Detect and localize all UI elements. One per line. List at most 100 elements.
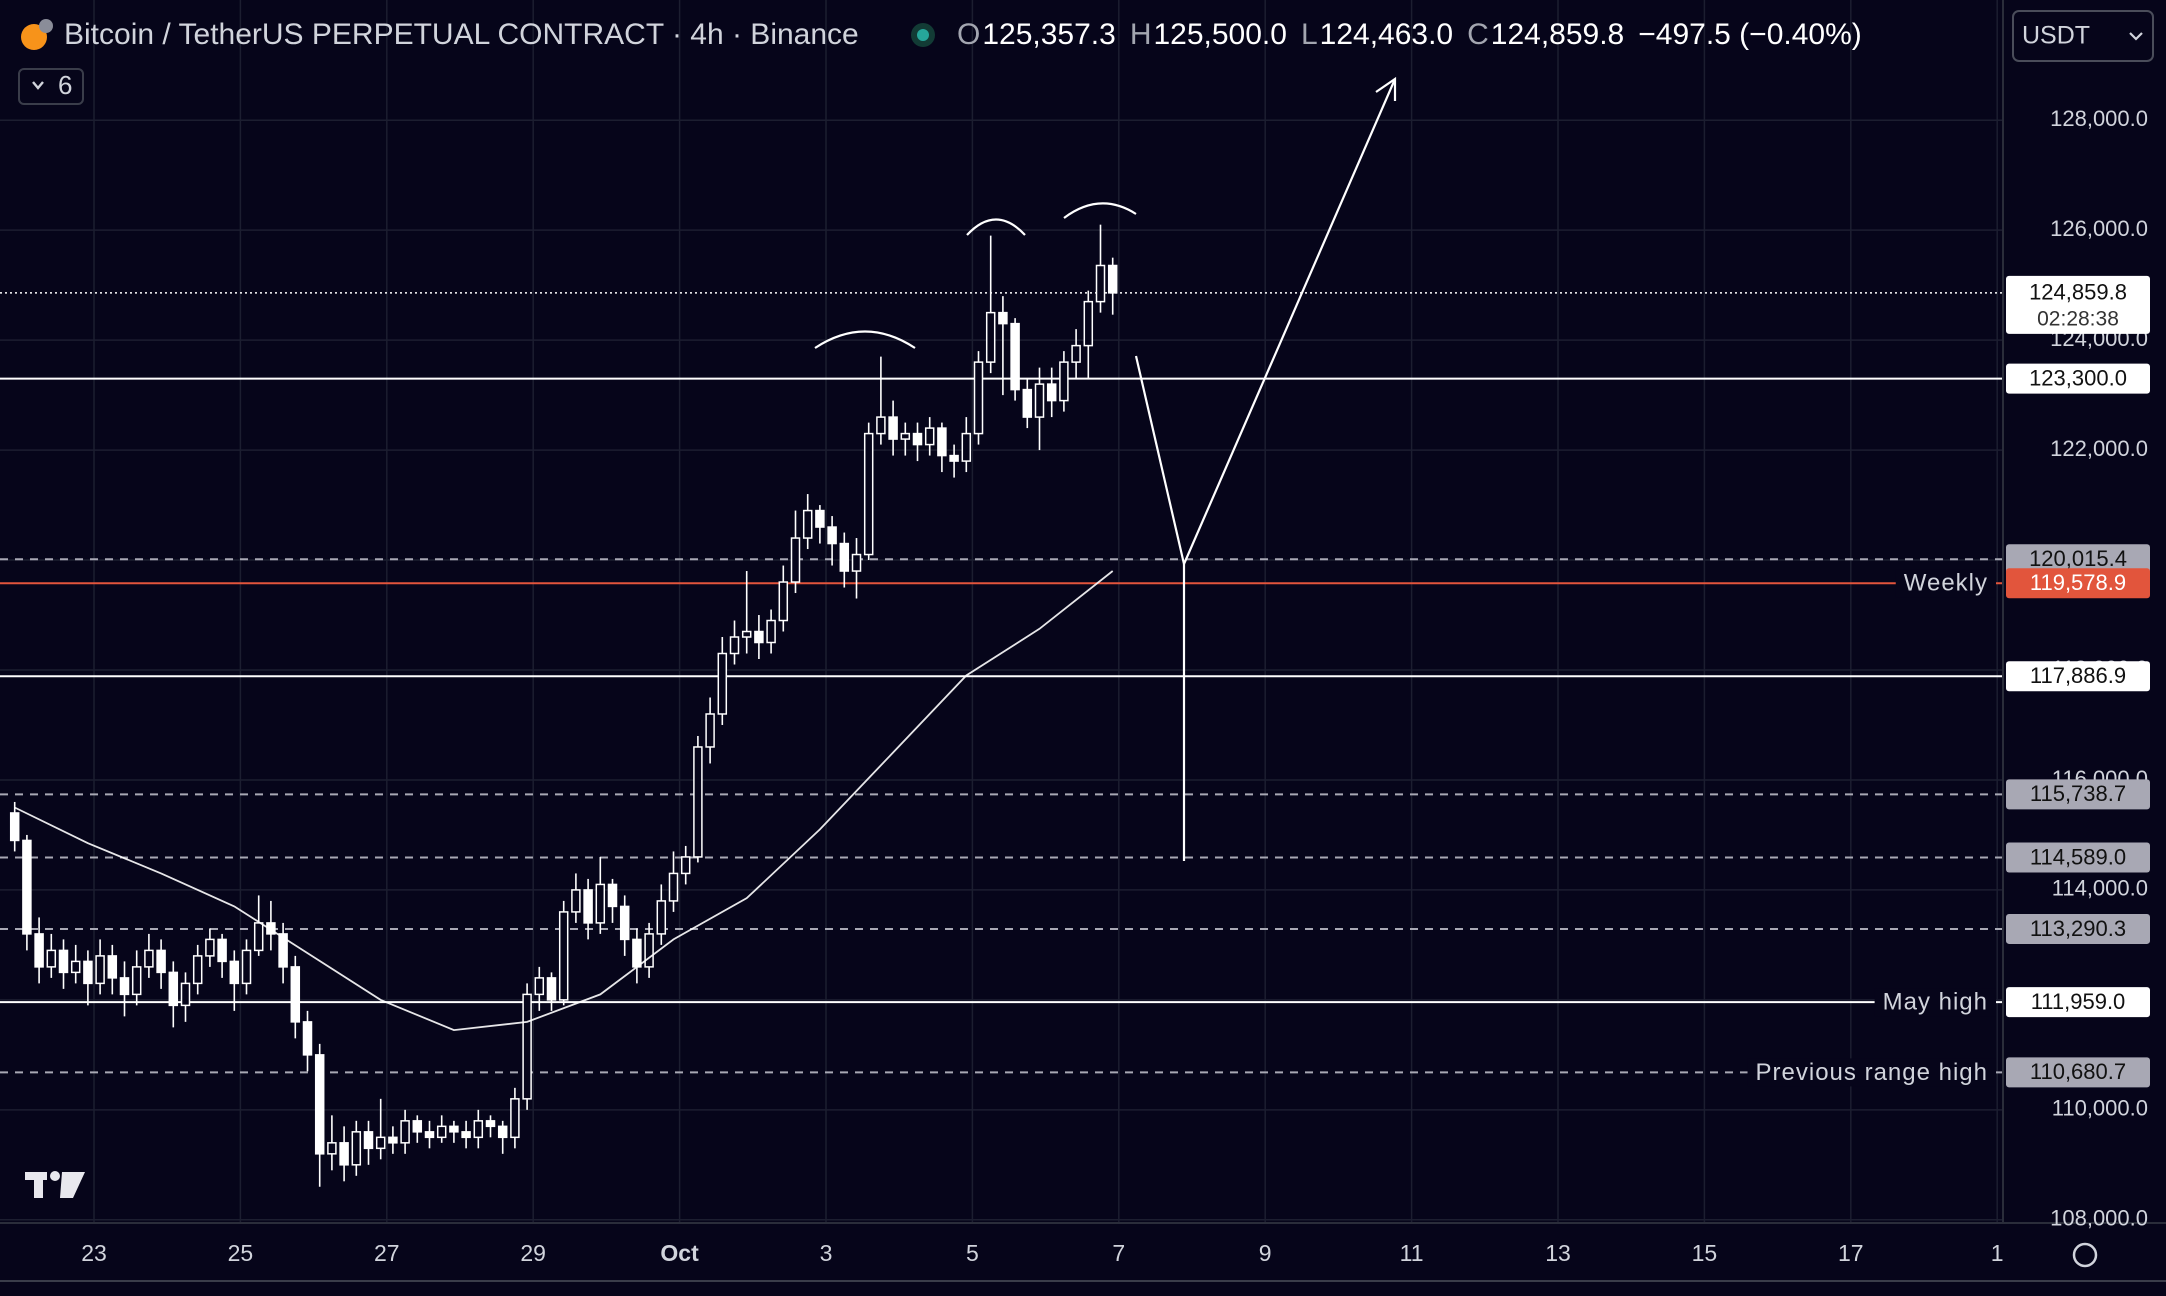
candle-body	[131, 966, 142, 996]
candle-body	[644, 933, 654, 968]
candle-body	[949, 454, 959, 462]
candle-body	[741, 630, 752, 638]
candle-body	[107, 955, 118, 979]
last-price-tag-bg	[2006, 275, 2150, 334]
logo-part	[50, 1171, 60, 1181]
candle-body	[912, 432, 923, 446]
candle-body	[680, 856, 691, 875]
x-tick-label: 5	[966, 1240, 979, 1266]
candle-body	[888, 416, 898, 440]
x-tick-label: 23	[81, 1240, 107, 1266]
candle-body	[70, 960, 81, 974]
exchange-icon	[39, 19, 53, 33]
candle-body	[9, 812, 20, 842]
candle-body	[217, 938, 227, 963]
price-tag-bg	[2006, 842, 2150, 873]
candle-body	[436, 1125, 447, 1139]
candle-body	[314, 1054, 325, 1155]
candle-body	[924, 427, 935, 446]
candle-body	[522, 993, 532, 1100]
level-notes: Weekly May high Previous range high	[1747, 569, 1996, 1087]
candle-body	[729, 636, 740, 655]
price-tag-bg	[2006, 544, 2150, 575]
tradingview-logo	[25, 1171, 85, 1198]
y-tick-label: 122,000.0	[2050, 436, 2148, 461]
candle-body	[851, 553, 862, 572]
candle-body	[1034, 383, 1045, 418]
x-tick-label: Oct	[660, 1240, 699, 1266]
candle-body	[412, 1120, 423, 1133]
candle-body	[400, 1120, 410, 1144]
candle-body	[790, 537, 801, 583]
candle-body	[778, 581, 789, 622]
price-tag-bg	[2006, 1057, 2150, 1088]
countdown: 02:28:38	[2037, 307, 2119, 330]
currency-label: USDT	[2022, 22, 2090, 50]
price-tag-label: 117,886.9	[2030, 663, 2126, 688]
candle-body	[1010, 322, 1020, 391]
x-tick-label: 11	[1400, 1240, 1424, 1266]
price-tag-bg	[2006, 987, 2150, 1018]
candle-body	[583, 889, 593, 924]
indicators-toggle[interactable]	[18, 68, 84, 105]
candle-body	[534, 977, 545, 996]
currency-dropdown[interactable]	[2012, 10, 2154, 62]
grid	[0, 0, 2003, 1223]
y-tick-label: 126,000.0	[2050, 216, 2148, 241]
price-tag-bg	[2006, 661, 2150, 692]
candle-body	[937, 427, 947, 457]
candle-body	[473, 1120, 484, 1139]
ohlc-key: L	[1301, 18, 1318, 51]
candle-body	[192, 955, 203, 985]
candle-body	[876, 416, 886, 435]
ohlc-key: C	[1467, 18, 1489, 51]
candle-body	[449, 1125, 459, 1133]
candle-body	[985, 311, 996, 363]
candle-body	[58, 949, 69, 974]
price-tag-label: 110,680.7	[2030, 1059, 2126, 1084]
drawing-arc	[1063, 202, 1137, 219]
candle-body	[973, 361, 984, 435]
candle-body	[998, 311, 1008, 325]
level-note: Weekly	[1904, 570, 1988, 597]
price-tag-label: 115,738.7	[2030, 781, 2126, 806]
coin-icon	[21, 24, 47, 50]
candle-body	[339, 1142, 349, 1166]
candle-body	[168, 971, 179, 1007]
candle-body	[815, 509, 825, 528]
candle-body	[961, 432, 972, 462]
price-tag-bg	[2006, 568, 2150, 599]
ohlc-value: 124,463.0	[1320, 18, 1453, 51]
price-tag-label: 111,959.0	[2031, 989, 2126, 1014]
candle-body	[46, 949, 57, 968]
x-tick-label: 15	[1692, 1240, 1718, 1266]
candle-body	[619, 905, 630, 941]
x-tick-label: 29	[520, 1240, 546, 1266]
level-note: May high	[1883, 988, 1988, 1015]
chevron-icon	[32, 81, 44, 90]
candle-body	[119, 977, 130, 996]
candle-body	[156, 949, 166, 974]
ohlc-values: O125,357.3 H125,500.0 L124,463.0 C124,859.8…	[957, 18, 1862, 51]
status-dot	[917, 29, 929, 41]
candle-body	[485, 1120, 496, 1128]
candle-body	[1071, 344, 1081, 363]
drawing-arc	[966, 218, 1026, 236]
candle-body	[34, 933, 44, 968]
y-tick-label: 108,000.0	[2050, 1206, 2148, 1231]
y-tick-label: 114,000.0	[2052, 876, 2148, 901]
candle-body	[717, 652, 728, 715]
level-note-bg	[1874, 988, 1996, 1017]
candle-body	[388, 1136, 398, 1144]
price-tag-bg	[2006, 913, 2150, 944]
candle-body	[497, 1125, 508, 1139]
settings-icon[interactable]	[2072, 1242, 2098, 1268]
candle-body	[705, 713, 715, 748]
candle-body	[83, 960, 93, 985]
candle-body	[863, 432, 874, 556]
candle-body	[461, 1131, 471, 1139]
candle-body	[558, 911, 569, 1001]
